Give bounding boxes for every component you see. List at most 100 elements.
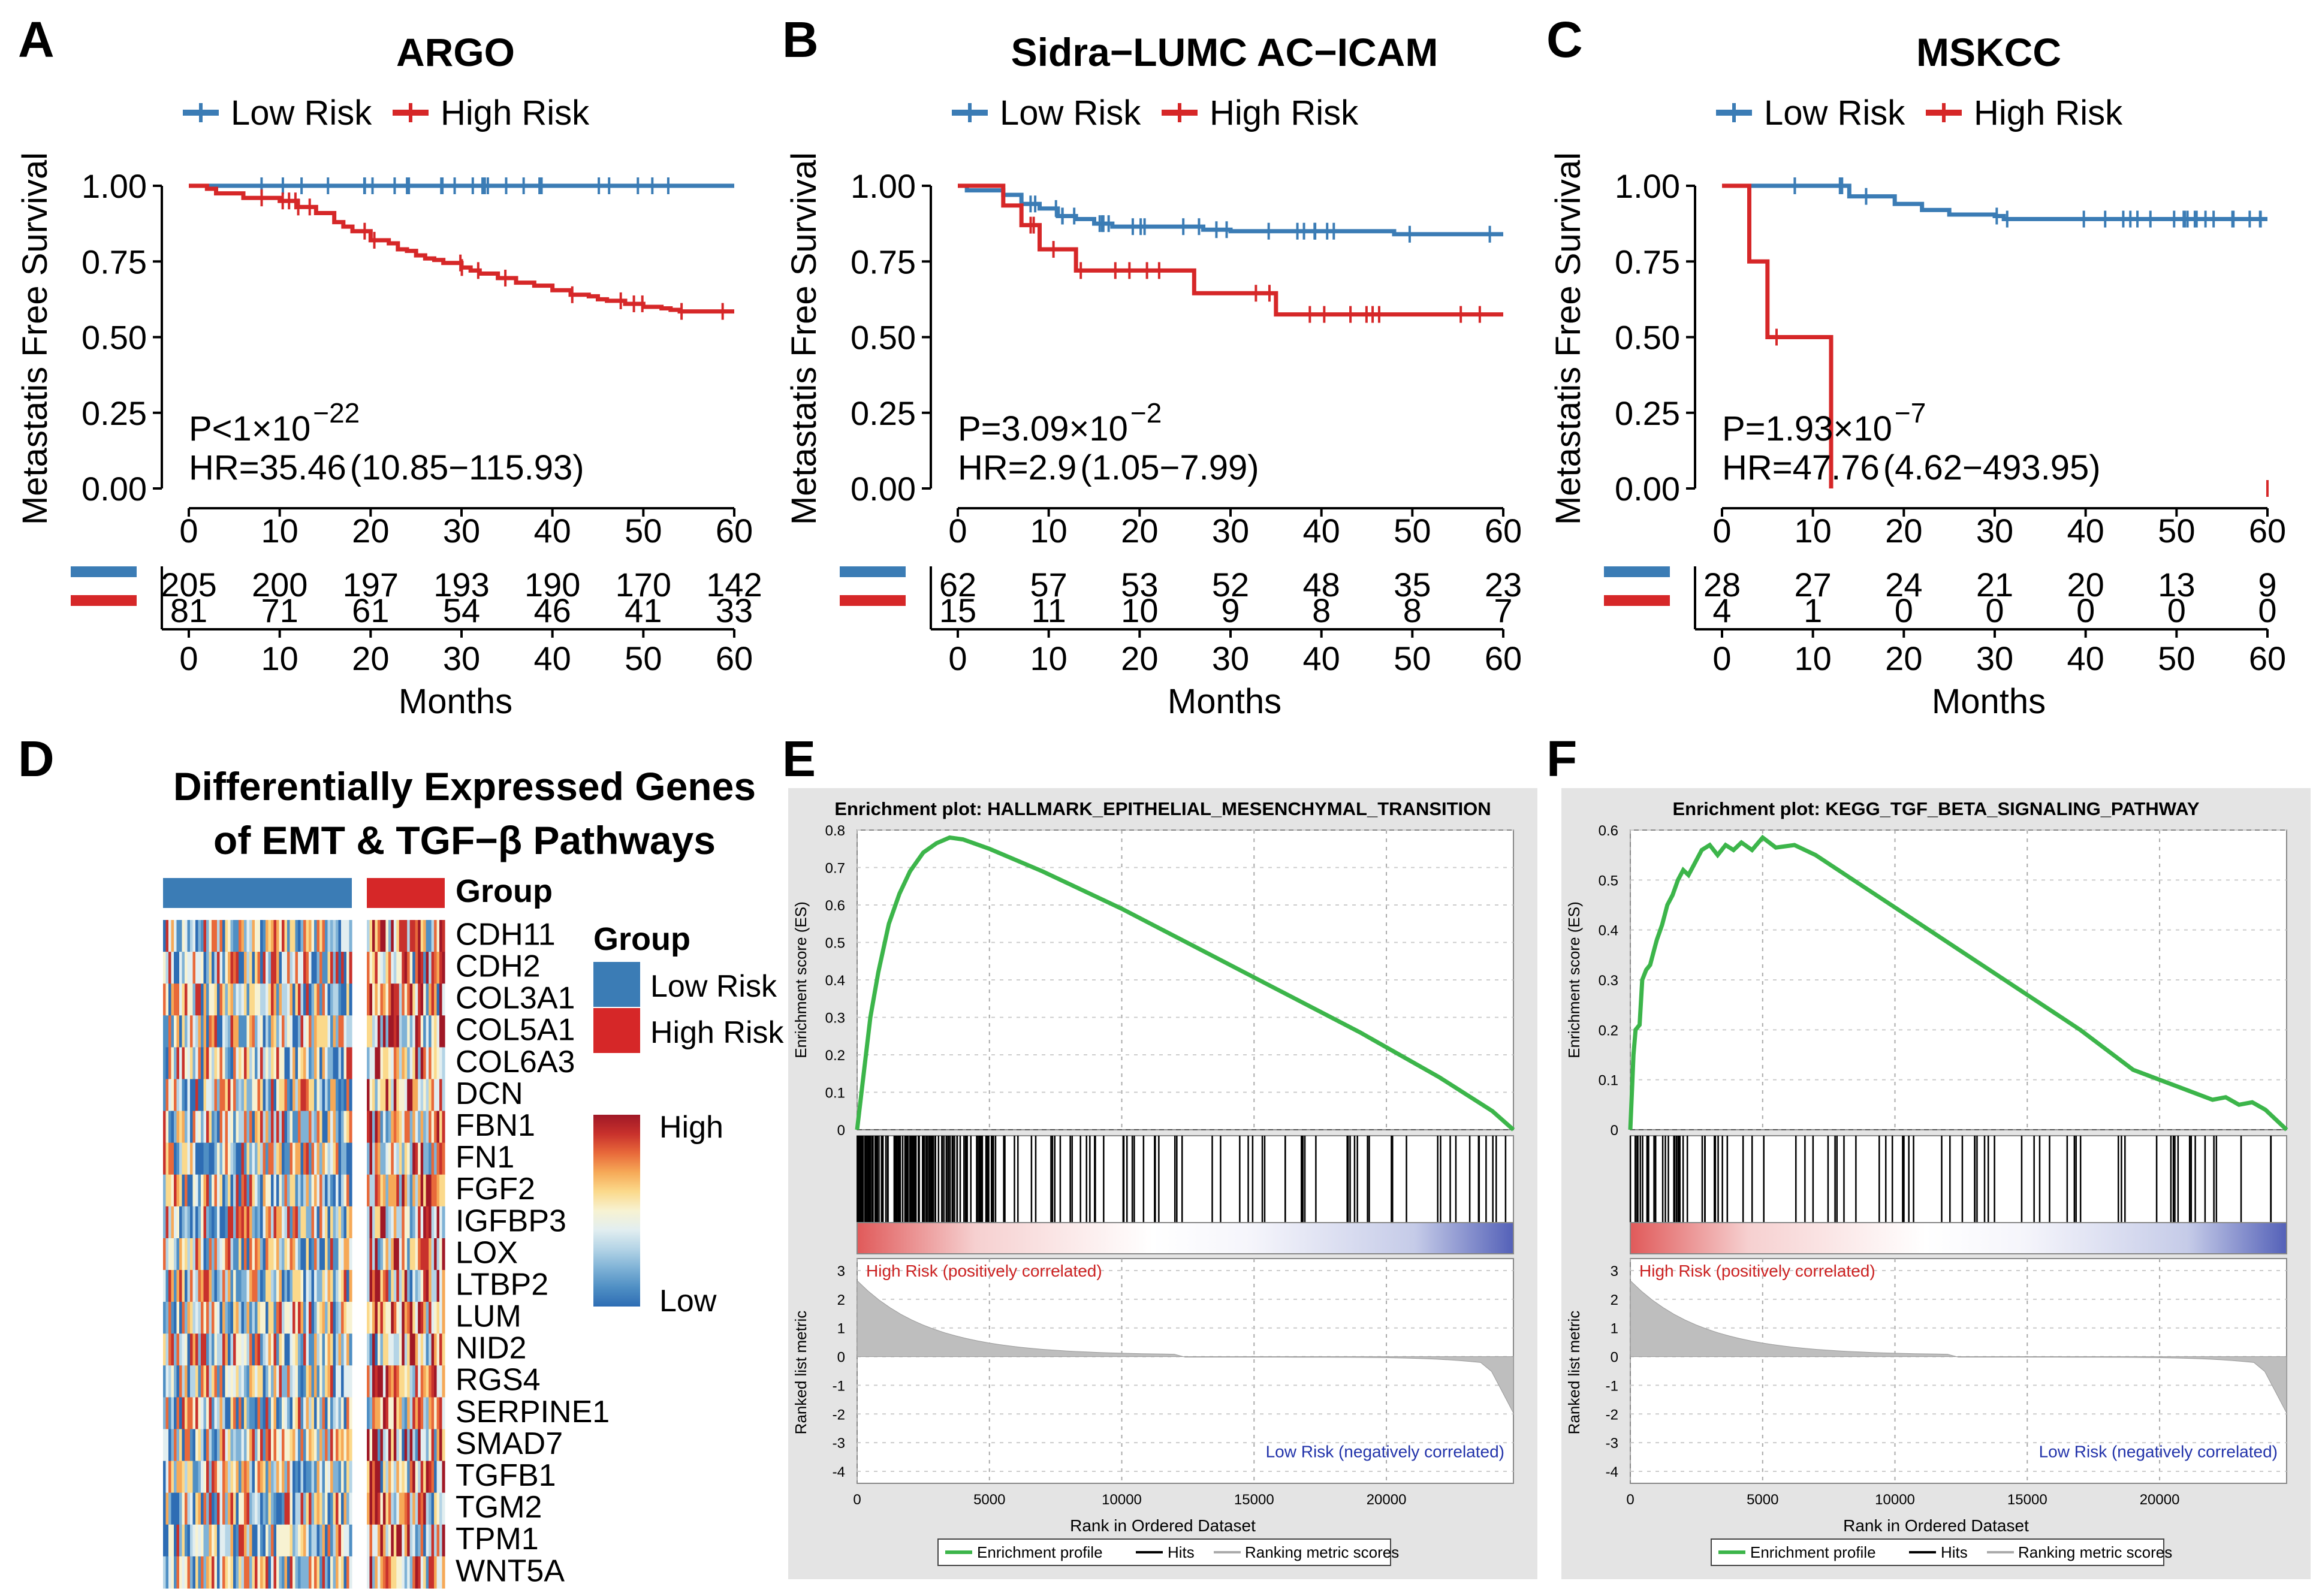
scale-high-label: High xyxy=(659,1110,723,1145)
risk-xtick-label: 20 xyxy=(1885,639,1922,677)
km-ytick-label: 0.75 xyxy=(1615,243,1680,280)
km-ytick-label: 0.75 xyxy=(82,243,147,280)
gsea-legend-box xyxy=(1711,1538,2164,1566)
risk-high-value: 0 xyxy=(2076,592,2095,629)
risk-low-value: 52 xyxy=(1212,566,1249,604)
legend-high-label: High Risk xyxy=(1210,93,1359,132)
km-ylabel: Metastatis Free Survival xyxy=(1549,152,1588,525)
rank-ytick-label: 3 xyxy=(1611,1263,1618,1280)
gene-label: DCN xyxy=(456,1076,523,1111)
km-xlabel: Months xyxy=(399,682,512,721)
es-ytick-label: 0.7 xyxy=(825,861,845,877)
gene-label: SMAD7 xyxy=(456,1426,563,1461)
risk-high-value: 0 xyxy=(1985,592,2004,629)
risk-low-value: 170 xyxy=(616,566,671,604)
risk-high-value: 8 xyxy=(1403,592,1422,629)
risk-high-value: 71 xyxy=(261,592,298,629)
risk-low-value: 197 xyxy=(343,566,399,604)
km-xtick-label: 30 xyxy=(1976,512,2013,550)
km-ytick-label: 0.50 xyxy=(1615,319,1680,357)
km-ytick-label: 0.00 xyxy=(851,470,916,508)
risk-xtick-label: 40 xyxy=(2067,639,2104,677)
group-bar-high xyxy=(367,878,445,908)
km-title: ARGO xyxy=(396,30,515,74)
gene-label: FGF2 xyxy=(456,1172,535,1206)
legend-low-label: Low Risk xyxy=(231,93,372,132)
gene-label: TPM1 xyxy=(456,1522,539,1556)
rank-ytick-label: 2 xyxy=(1611,1292,1618,1308)
risk-color-low xyxy=(840,566,906,577)
risk-low-value: 24 xyxy=(1885,566,1922,604)
km-xtick-label: 20 xyxy=(1121,512,1158,550)
rank-ytick-label: -2 xyxy=(833,1407,845,1423)
positive-label: High Risk (positively correlated) xyxy=(1639,1262,1875,1280)
km-xtick-label: 0 xyxy=(179,512,198,550)
rank-colorbar xyxy=(1630,1222,2287,1254)
risk-xtick-label: 0 xyxy=(179,639,198,677)
rank-ylabel: Ranked list metric xyxy=(792,1311,810,1435)
km-curve-low xyxy=(1722,183,2267,222)
km-xtick-label: 30 xyxy=(443,512,480,550)
risk-low-value: 48 xyxy=(1303,566,1340,604)
risk-xtick-label: 60 xyxy=(2249,639,2286,677)
panel-letter-D: D xyxy=(18,731,55,787)
risk-low-value: 57 xyxy=(1030,566,1067,604)
es-ylabel: Enrichment score (ES) xyxy=(1565,901,1583,1058)
es-ytick-label: 0.2 xyxy=(1599,1022,1618,1039)
risk-color-high xyxy=(1604,595,1670,606)
km-xtick-label: 60 xyxy=(1485,512,1522,550)
heatmap-title-1: Differentially Expressed Genes xyxy=(173,764,756,808)
risk-high-value: 4 xyxy=(1712,592,1731,629)
gene-label: LOX xyxy=(456,1235,518,1270)
gsea-xtick-label: 0 xyxy=(1626,1492,1634,1508)
km-curve-low xyxy=(958,183,1503,237)
es-ytick-label: 0.2 xyxy=(825,1048,845,1064)
risk-color-low xyxy=(71,566,137,577)
km-curve-high xyxy=(958,183,1503,317)
gene-label: COL5A1 xyxy=(456,1013,575,1048)
risk-low-value: 21 xyxy=(1976,566,2013,604)
risk-low-value: 28 xyxy=(1703,566,1741,604)
km-ytick-label: 0.75 xyxy=(851,243,916,280)
km-title: Sidra−LUMC AC−ICAM xyxy=(1011,30,1439,74)
km-xtick-label: 10 xyxy=(1030,512,1067,550)
legend-low-label: Low Risk xyxy=(1764,93,1905,132)
km-hr-ci: (1.05−7.99) xyxy=(1080,448,1259,487)
km-xtick-label: 20 xyxy=(1885,512,1922,550)
km-hr-ci: (4.62−493.95) xyxy=(1883,448,2101,487)
risk-low-value: 13 xyxy=(2158,566,2195,604)
legend-profile-label: Enrichment profile xyxy=(977,1543,1103,1561)
rank-ytick-label: -1 xyxy=(1606,1378,1618,1394)
gsea-xtick-label: 10000 xyxy=(1102,1492,1142,1508)
gene-label: TGFB1 xyxy=(456,1458,556,1493)
gene-label: IGFBP3 xyxy=(456,1203,566,1238)
km-panel-B: Sidra−LUMC AC−ICAM Low Risk High Risk Metas… xyxy=(785,30,1522,721)
risk-low-value: 190 xyxy=(524,566,580,604)
legend-group-title: Group xyxy=(593,921,690,957)
gene-label: SERPINE1 xyxy=(456,1395,610,1429)
rank-ytick-label: 0 xyxy=(837,1350,845,1366)
risk-xtick-label: 30 xyxy=(443,639,480,677)
panel-letter-C: C xyxy=(1546,11,1583,68)
gsea-title: Enrichment plot: HALLMARK_EPITHELIAL_MES… xyxy=(834,798,1491,819)
gsea-xtick-label: 15000 xyxy=(1234,1492,1274,1508)
risk-high-value: 33 xyxy=(716,592,753,629)
group-label: Group xyxy=(456,873,553,909)
km-hr-ci: (10.85−115.93) xyxy=(350,448,584,487)
risk-xtick-label: 50 xyxy=(1394,639,1431,677)
es-ytick-label: 0.5 xyxy=(1599,873,1618,889)
risk-high-value: 0 xyxy=(1895,592,1913,629)
km-xlabel: Months xyxy=(1932,682,2046,721)
risk-xtick-label: 60 xyxy=(716,639,753,677)
gsea-xtick-label: 15000 xyxy=(2007,1492,2047,1508)
gsea-xtick-label: 20000 xyxy=(2140,1492,2180,1508)
negative-label: Low Risk (negatively correlated) xyxy=(1266,1443,1504,1461)
risk-color-low xyxy=(1604,566,1670,577)
risk-xtick-label: 60 xyxy=(1485,639,1522,677)
gsea-xlabel: Rank in Ordered Dataset xyxy=(1070,1516,1256,1535)
gene-label: NID2 xyxy=(456,1331,526,1366)
risk-low-value: 62 xyxy=(939,566,976,604)
risk-xtick-label: 30 xyxy=(1212,639,1249,677)
risk-low-value: 193 xyxy=(433,566,489,604)
